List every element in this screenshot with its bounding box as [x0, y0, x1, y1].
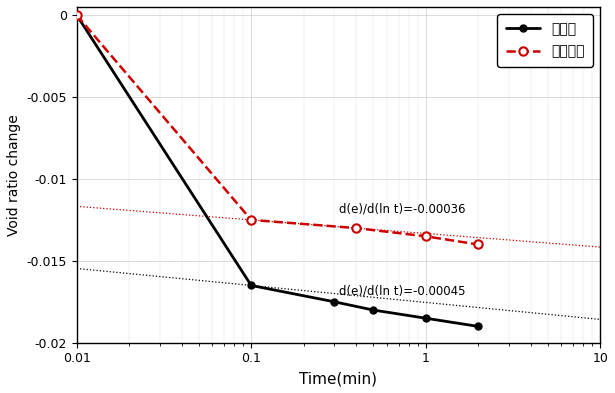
X-axis label: Time(min): Time(min) [300, 371, 378, 386]
Legend: 산호사, 주문진사: 산호사, 주문진사 [497, 14, 593, 67]
산호사 [370, 308, 377, 312]
Line: 산호사: 산호사 [73, 12, 482, 330]
산호사 [475, 324, 482, 329]
주문진사 [73, 13, 81, 18]
산호사 [73, 13, 81, 18]
산호사 [247, 283, 255, 288]
Text: d(e)/d(ln t)=-0.00036: d(e)/d(ln t)=-0.00036 [339, 203, 466, 216]
주문진사 [247, 218, 255, 222]
산호사 [331, 299, 338, 304]
Y-axis label: Void ratio change: Void ratio change [7, 114, 21, 236]
Text: d(e)/d(ln t)=-0.00045: d(e)/d(ln t)=-0.00045 [339, 285, 466, 298]
주문진사 [352, 226, 360, 230]
Line: 주문진사: 주문진사 [73, 11, 482, 249]
주문진사 [475, 242, 482, 247]
주문진사 [422, 234, 429, 239]
산호사 [422, 316, 429, 321]
